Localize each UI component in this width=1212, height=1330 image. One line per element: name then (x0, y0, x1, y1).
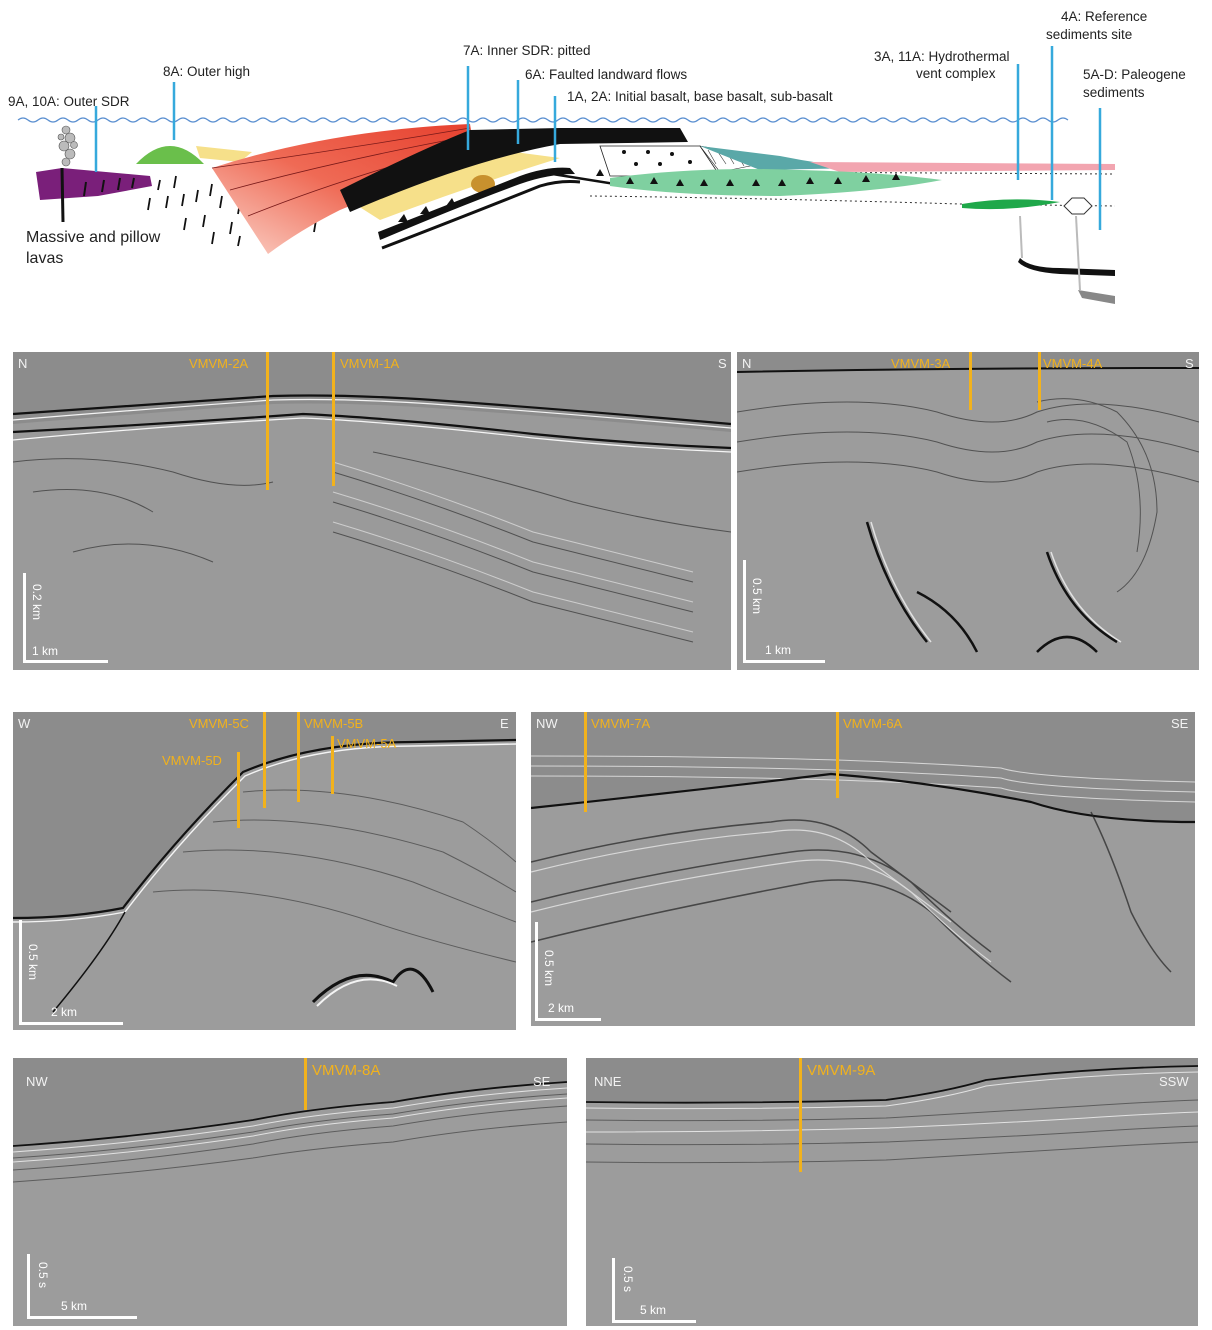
well-vmvm-5c (263, 712, 266, 808)
well-label-vmvm-8a: VMVM-8A (312, 1062, 381, 1079)
label-ref-line2: sediments site (1046, 27, 1133, 42)
panel-1-vscale-label: 0.2 km (30, 584, 44, 621)
schematic-drawing (17, 46, 1116, 304)
well-label-vmvm-5a: VMVM-5A (337, 736, 397, 751)
panel-2-vscale-label: 0.5 km (750, 578, 764, 615)
panel-1-hscale-bar (23, 660, 108, 663)
panel-3-right-dir: E (500, 716, 509, 731)
vent-complex (962, 199, 1060, 210)
seismic-texture (13, 394, 731, 670)
label-ref-line1: 4A: Reference (1061, 9, 1148, 24)
panel-5-hscale-label: 5 km (61, 1299, 88, 1313)
panel-1-right-dir: S (718, 356, 727, 371)
panel-4-right-dir: SE (1171, 716, 1189, 731)
panel-6-hscale-label: 5 km (640, 1303, 667, 1317)
panel-1-hscale-label: 1 km (32, 644, 59, 658)
panel-2-right-dir: S (1185, 356, 1194, 371)
well-vmvm-2a (266, 352, 269, 490)
seismic-panel-1: N S VMVM-2A VMVM-1A 0.2 km 1 km (13, 352, 731, 670)
well-label-vmvm-5b: VMVM-5B (304, 716, 364, 731)
panel-2-hscale-bar (743, 660, 825, 663)
panel-4-hscale-bar (535, 1018, 601, 1021)
seismic-panel-3: W E VMVM-5C VMVM-5B VMVM-5D VMVM-5A 0.5 … (13, 712, 516, 1030)
well-vmvm-5d (237, 752, 240, 828)
panel-6-vscale-label: 0.5 s (621, 1266, 635, 1293)
basalt-layer (340, 128, 688, 212)
panel-3-hscale-label: 2 km (51, 1005, 78, 1019)
outer-sdr-body (36, 168, 152, 200)
seismic-panel-2: N S VMVM-3A VMVM-4A 0.5 km 1 km (737, 352, 1199, 670)
label-faulted-flows: 6A: Faulted landward flows (525, 67, 688, 82)
sea-surface (17, 117, 1069, 123)
panel-6-right-dir: SSW (1159, 1074, 1189, 1089)
panel-5-hscale-bar (27, 1316, 137, 1319)
well-label-vmvm-1a: VMVM-1A (340, 356, 400, 371)
label-paleo-line2: sediments (1083, 85, 1145, 100)
label-lavas-line1: Massive and pillow (26, 229, 161, 246)
well-vmvm-4a (1038, 352, 1041, 410)
seismic-panel-4: NW SE VMVM-7A VMVM-6A 0.5 km 2 km (531, 712, 1195, 1026)
panel-5-vscale-bar (27, 1254, 30, 1316)
panel-4-vscale-label: 0.5 km (542, 950, 556, 987)
panel-1-left-dir: N (18, 356, 28, 371)
panel-1-vscale-bar (23, 573, 26, 663)
label-outer-high: 8A: Outer high (163, 64, 251, 79)
panel-2-hscale-label: 1 km (765, 643, 792, 657)
eruption-plume (57, 125, 78, 167)
panel-3-hscale-bar (19, 1022, 123, 1025)
label-paleo-line1: 5A-D: Paleogene (1083, 67, 1186, 82)
label-outer-sdr: 9A, 10A: Outer SDR (8, 94, 130, 109)
panel-6-left-dir: NNE (594, 1074, 622, 1089)
well-label-vmvm-3a: VMVM-3A (891, 356, 951, 371)
label-vent-line2: vent complex (916, 66, 996, 81)
panel-4-vscale-bar (535, 922, 538, 1020)
well-label-vmvm-4a: VMVM-4A (1043, 356, 1103, 371)
well-vmvm-6a (836, 712, 839, 798)
panel-4-left-dir: NW (536, 716, 558, 731)
well-label-vmvm-7a: VMVM-7A (591, 716, 651, 731)
panel-5-vscale-label: 0.5 s (36, 1262, 50, 1289)
panel-5-right-dir: SE (533, 1074, 551, 1089)
seismic-texture (13, 1081, 567, 1326)
panel-3-vscale-label: 0.5 km (26, 944, 40, 981)
well-vmvm-5b (297, 712, 300, 802)
seismic-texture (737, 367, 1199, 670)
well-vmvm-9a (799, 1058, 802, 1172)
seismic-texture (586, 1065, 1198, 1326)
well-vmvm-5a (331, 736, 334, 794)
panel-2-left-dir: N (742, 356, 752, 371)
well-label-vmvm-5d: VMVM-5D (162, 753, 222, 768)
schematic-cross-section: 9A, 10A: Outer SDR 8A: Outer high 7A: In… (0, 0, 1212, 320)
well-label-vmvm-2a: VMVM-2A (189, 356, 249, 371)
seismic-panel-5: NW SE VMVM-8A 0.5 s 5 km (13, 1058, 567, 1326)
label-initial-basalt: 1A, 2A: Initial basalt, base basalt, sub… (567, 89, 833, 104)
well-vmvm-7a (584, 712, 587, 812)
panel-6-vscale-bar (612, 1258, 615, 1320)
label-vent-line1: 3A, 11A: Hydrothermal (874, 49, 1010, 64)
label-inner-sdr: 7A: Inner SDR: pitted (463, 43, 591, 58)
seismic-texture (531, 755, 1195, 1026)
well-label-vmvm-5c: VMVM-5C (189, 716, 249, 731)
well-vmvm-3a (969, 352, 972, 410)
panel-3-left-dir: W (18, 716, 31, 731)
panel-2-vscale-bar (743, 560, 746, 662)
panel-6-hscale-bar (612, 1320, 696, 1323)
label-lavas-line2: lavas (26, 250, 64, 267)
panel-5-left-dir: NW (26, 1074, 48, 1089)
seismic-panel-6: NNE SSW VMVM-9A 0.5 s 5 km (586, 1058, 1198, 1326)
well-vmvm-8a (304, 1058, 307, 1110)
well-label-vmvm-6a: VMVM-6A (843, 716, 903, 731)
well-label-vmvm-9a: VMVM-9A (807, 1062, 876, 1079)
seismic-texture (13, 738, 516, 1030)
well-vmvm-1a (332, 352, 335, 486)
panel-4-hscale-label: 2 km (548, 1001, 575, 1015)
outer-high (136, 146, 204, 164)
panel-3-vscale-bar (19, 920, 22, 1022)
